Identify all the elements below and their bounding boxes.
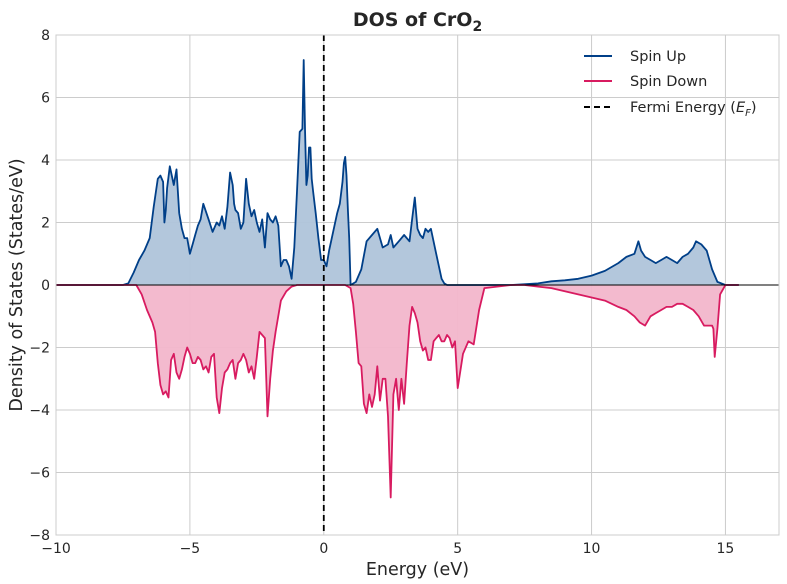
series-lines [56,59,739,499]
y-tick-label: 8 [41,28,50,44]
chart-title: DOS of CrO2 [353,9,482,35]
title-main: DOS of CrO [353,9,473,31]
x-axis-label: Energy (eV) [366,560,469,580]
legend-label-spin-up: Spin Up [630,49,686,65]
y-tick-label: 6 [41,91,50,107]
y-tick-label: −2 [29,341,50,357]
legend: Spin Up Spin Down Fermi Energy (EF) [584,49,757,119]
x-tick-label: −5 [180,541,201,557]
legend-label-spin-down: Spin Down [630,74,707,90]
legend-label-fermi: Fermi Energy (EF) [630,100,757,119]
y-tick-label: −6 [29,466,50,482]
tick-labels: −10 −5 0 5 10 15 −8 −6 −4 −2 0 2 4 6 8 [29,28,734,557]
reference-lines [56,35,779,535]
spin-up-area [56,60,739,285]
x-tick-label: 5 [453,541,462,557]
title-subscript: 2 [472,19,482,35]
legend-fermi-symbol: E [736,100,746,116]
y-tick-label: 4 [41,153,50,169]
y-axis-label: Density of States (States/eV) [7,158,27,411]
legend-fermi-close: ) [751,100,757,116]
y-tick-label: 0 [41,278,50,294]
x-tick-label: 10 [583,541,601,557]
legend-fermi-subscript: F [745,108,751,119]
x-tick-label: 15 [717,541,735,557]
x-tick-label: 0 [319,541,328,557]
plot-frame [55,34,780,536]
legend-fermi-text: Fermi Energy ( [630,100,736,116]
spin-up-line [56,59,739,286]
y-tick-label: 2 [41,216,50,232]
y-tick-label: −8 [29,528,50,544]
x-tick-label: −10 [41,541,71,557]
area-fills [56,60,739,498]
spin-down-line [56,284,739,499]
y-tick-label: −4 [29,403,50,419]
